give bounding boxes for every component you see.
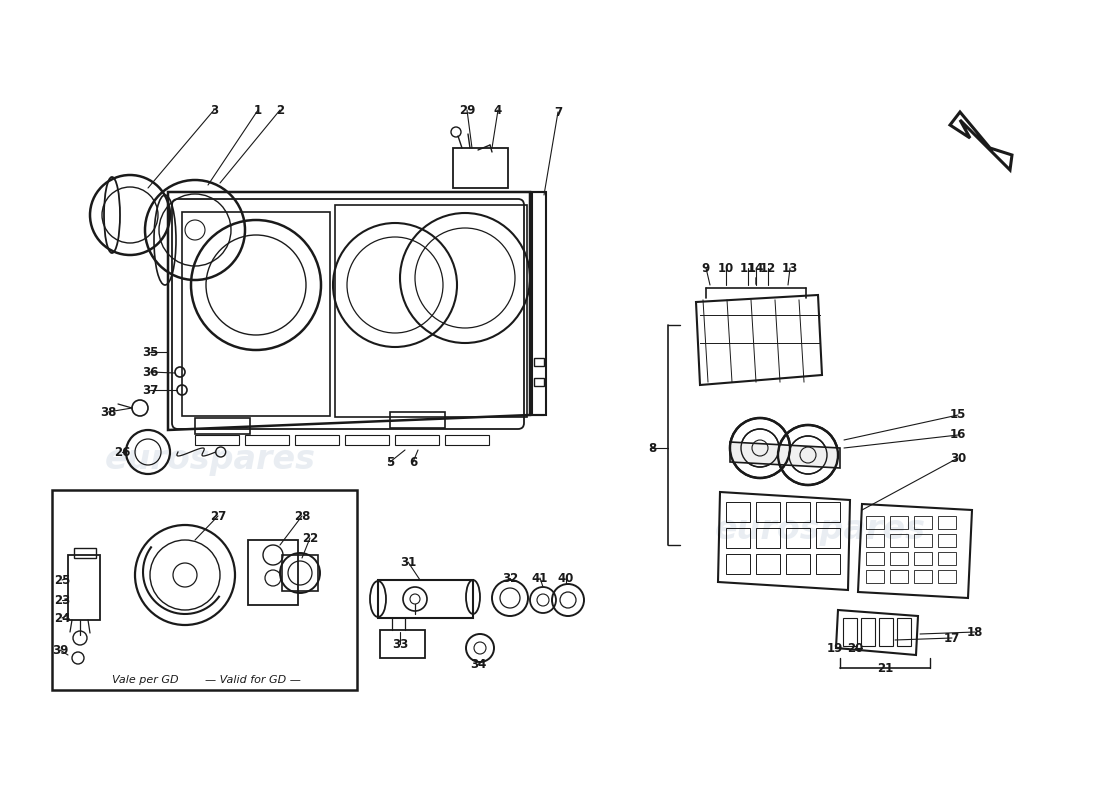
Bar [866, 552, 884, 565]
Bar [534, 358, 544, 366]
Bar [295, 435, 339, 445]
Text: 34: 34 [470, 658, 486, 671]
Text: 14: 14 [748, 262, 764, 274]
Bar [195, 435, 239, 445]
Text: 7: 7 [554, 106, 562, 118]
Bar [395, 435, 439, 445]
Bar [866, 516, 884, 529]
Text: — Valid for GD —: — Valid for GD — [205, 675, 301, 685]
Bar [938, 516, 956, 529]
Bar [786, 528, 810, 548]
Bar [890, 552, 908, 565]
Text: 38: 38 [100, 406, 117, 418]
Text: 18: 18 [967, 626, 983, 638]
Bar [914, 570, 932, 583]
Text: 27: 27 [210, 510, 227, 522]
Bar [938, 570, 956, 583]
Text: 26: 26 [113, 446, 130, 458]
Text: 32: 32 [502, 571, 518, 585]
Text: 3: 3 [210, 103, 218, 117]
Bar [866, 570, 884, 583]
Bar [245, 435, 289, 445]
Text: 36: 36 [142, 366, 158, 378]
Bar [390, 412, 446, 428]
Text: eurospares: eurospares [715, 514, 925, 546]
Bar [726, 502, 750, 522]
Text: 29: 29 [459, 103, 475, 117]
Bar [896, 618, 911, 646]
Bar [890, 516, 908, 529]
Text: 1: 1 [254, 103, 262, 117]
Bar [248, 540, 298, 605]
Text: 20: 20 [847, 642, 864, 654]
Bar [378, 580, 473, 618]
Bar [756, 502, 780, 522]
Bar [816, 554, 840, 574]
Text: 22: 22 [301, 531, 318, 545]
Text: 30: 30 [950, 451, 966, 465]
Bar [914, 534, 932, 547]
Bar [938, 534, 956, 547]
Text: 37: 37 [142, 383, 158, 397]
Text: 8: 8 [648, 442, 656, 454]
Text: 10: 10 [718, 262, 734, 274]
Bar [446, 435, 490, 445]
Text: 41: 41 [531, 571, 548, 585]
Bar [786, 554, 810, 574]
Bar [914, 552, 932, 565]
Bar [726, 528, 750, 548]
Text: 17: 17 [944, 631, 960, 645]
Text: 31: 31 [400, 555, 416, 569]
Text: 9: 9 [702, 262, 711, 274]
Bar [914, 516, 932, 529]
Text: 21: 21 [877, 662, 893, 674]
Bar [879, 618, 893, 646]
Polygon shape [730, 442, 840, 468]
Text: 39: 39 [52, 643, 68, 657]
Text: eurospares: eurospares [104, 443, 316, 477]
Bar [68, 555, 100, 620]
Bar [534, 378, 544, 386]
Bar [379, 630, 425, 658]
Text: 28: 28 [294, 510, 310, 522]
Text: 35: 35 [142, 346, 158, 358]
Bar [843, 618, 857, 646]
Bar [786, 502, 810, 522]
Text: 15: 15 [949, 409, 966, 422]
Text: 23: 23 [54, 594, 70, 606]
Bar [816, 528, 840, 548]
Text: 40: 40 [558, 571, 574, 585]
Bar [866, 534, 884, 547]
Bar [195, 418, 250, 434]
Bar [336, 205, 527, 417]
Text: 11: 11 [740, 262, 756, 274]
Bar [182, 212, 330, 416]
Text: Vale per GD: Vale per GD [112, 675, 178, 685]
Text: 5: 5 [386, 455, 394, 469]
Text: 4: 4 [494, 103, 502, 117]
Bar [453, 148, 508, 188]
Text: 2: 2 [276, 103, 284, 117]
Bar [52, 490, 358, 690]
Bar [816, 502, 840, 522]
Bar [532, 192, 546, 415]
Text: 13: 13 [782, 262, 799, 274]
Text: 25: 25 [54, 574, 70, 586]
Bar [756, 554, 780, 574]
Text: 24: 24 [54, 611, 70, 625]
Bar [726, 554, 750, 574]
Bar [861, 618, 875, 646]
Bar [74, 548, 96, 558]
Bar [890, 534, 908, 547]
Text: 19: 19 [827, 642, 844, 654]
Bar [282, 555, 318, 591]
Text: 12: 12 [760, 262, 777, 274]
Text: 16: 16 [949, 429, 966, 442]
Text: 33: 33 [392, 638, 408, 650]
Bar [938, 552, 956, 565]
Bar [756, 528, 780, 548]
Bar [345, 435, 389, 445]
Text: 6: 6 [409, 455, 417, 469]
Bar [890, 570, 908, 583]
